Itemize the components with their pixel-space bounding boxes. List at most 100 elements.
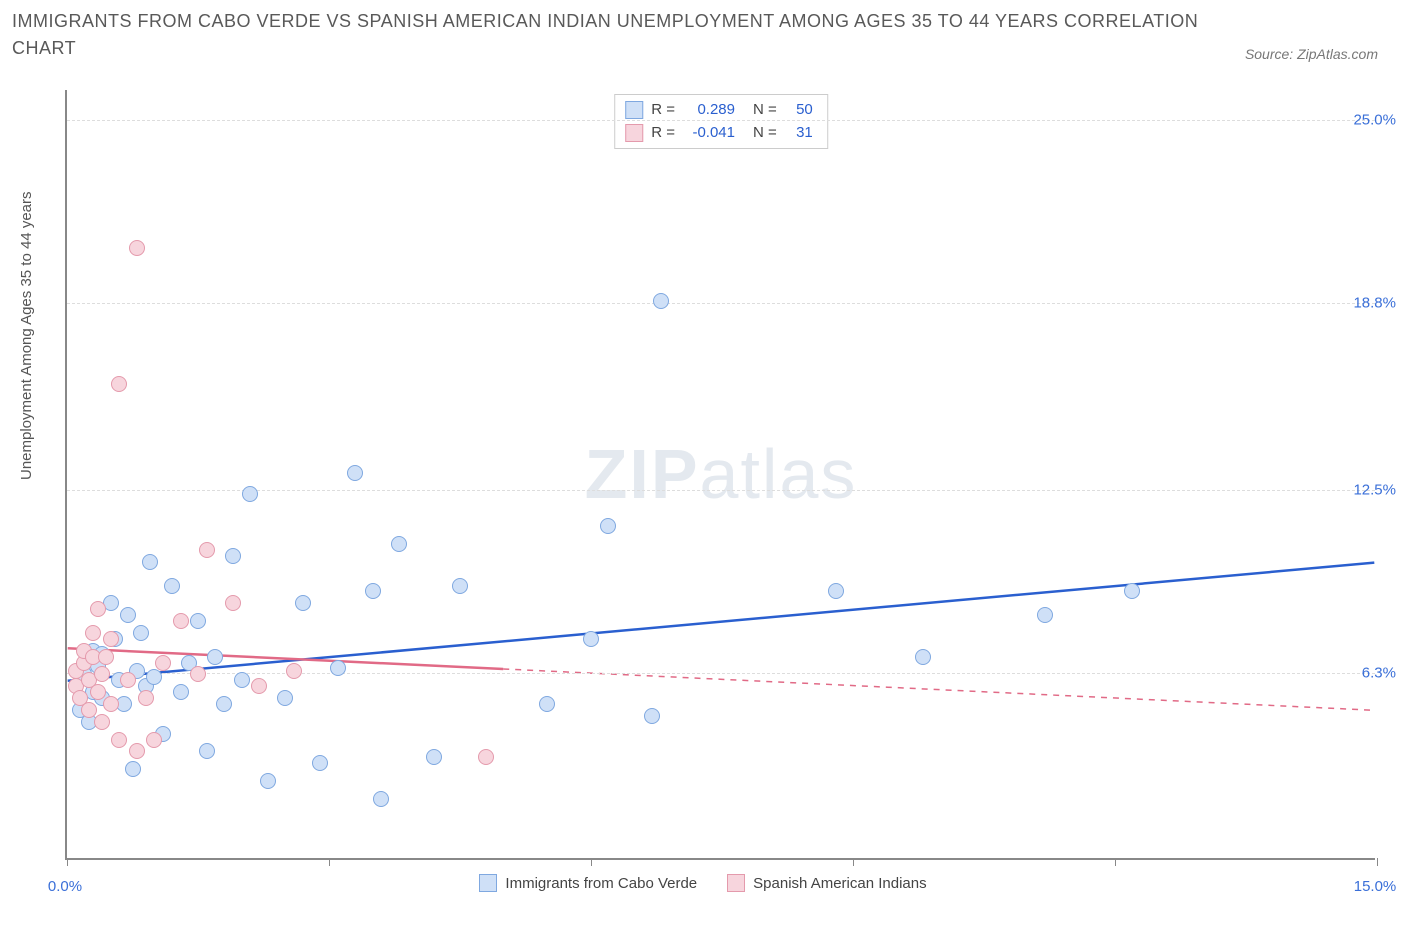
y-tick-label: 6.3% bbox=[1362, 665, 1396, 682]
data-point bbox=[644, 708, 660, 724]
data-point bbox=[295, 595, 311, 611]
legend-n-value-1: 50 bbox=[785, 99, 813, 122]
data-point bbox=[85, 625, 101, 641]
legend-row-series-2: R = -0.041 N = 31 bbox=[625, 122, 813, 145]
gridline-h bbox=[67, 673, 1375, 674]
legend-n-label-2: N = bbox=[753, 122, 777, 145]
data-point bbox=[251, 678, 267, 694]
data-point bbox=[225, 548, 241, 564]
data-point bbox=[207, 649, 223, 665]
data-point bbox=[164, 578, 180, 594]
data-point bbox=[125, 761, 141, 777]
data-point bbox=[225, 595, 241, 611]
data-point bbox=[373, 791, 389, 807]
data-point bbox=[120, 607, 136, 623]
data-point bbox=[277, 690, 293, 706]
legend-r-label-2: R = bbox=[651, 122, 675, 145]
data-point bbox=[98, 649, 114, 665]
legend-label: Immigrants from Cabo Verde bbox=[505, 875, 697, 892]
data-point bbox=[234, 672, 250, 688]
legend-r-value-1: 0.289 bbox=[683, 99, 735, 122]
data-point bbox=[146, 669, 162, 685]
data-point bbox=[199, 743, 215, 759]
legend-row-series-1: R = 0.289 N = 50 bbox=[625, 99, 813, 122]
data-point bbox=[312, 755, 328, 771]
data-point bbox=[173, 684, 189, 700]
x-tick bbox=[853, 858, 854, 866]
data-point bbox=[1037, 607, 1053, 623]
legend-item: Spanish American Indians bbox=[727, 874, 926, 892]
data-point bbox=[94, 666, 110, 682]
data-point bbox=[199, 542, 215, 558]
series-legend: Immigrants from Cabo Verde Spanish Americ… bbox=[0, 874, 1406, 892]
data-point bbox=[90, 684, 106, 700]
watermark-bold: ZIP bbox=[585, 435, 700, 513]
legend-label: Spanish American Indians bbox=[753, 875, 926, 892]
data-point bbox=[94, 714, 110, 730]
data-point bbox=[155, 655, 171, 671]
data-point bbox=[242, 486, 258, 502]
data-point bbox=[583, 631, 599, 647]
data-point bbox=[426, 749, 442, 765]
y-tick-label: 12.5% bbox=[1353, 481, 1396, 498]
x-tick bbox=[591, 858, 592, 866]
x-tick bbox=[1115, 858, 1116, 866]
data-point bbox=[190, 613, 206, 629]
data-point bbox=[600, 518, 616, 534]
legend-swatch-1 bbox=[625, 101, 643, 119]
x-tick-label: 0.0% bbox=[48, 878, 82, 895]
data-point bbox=[142, 554, 158, 570]
data-point bbox=[828, 583, 844, 599]
legend-n-value-2: 31 bbox=[785, 122, 813, 145]
correlation-legend: R = 0.289 N = 50 R = -0.041 N = 31 bbox=[614, 94, 828, 149]
data-point bbox=[365, 583, 381, 599]
data-point bbox=[330, 660, 346, 676]
legend-r-value-2: -0.041 bbox=[683, 122, 735, 145]
data-point bbox=[111, 376, 127, 392]
data-point bbox=[146, 732, 162, 748]
data-point bbox=[653, 293, 669, 309]
data-point bbox=[286, 663, 302, 679]
data-point bbox=[190, 666, 206, 682]
watermark: ZIPatlas bbox=[585, 434, 858, 514]
data-point bbox=[133, 625, 149, 641]
legend-n-label: N = bbox=[753, 99, 777, 122]
chart-title: IMMIGRANTS FROM CABO VERDE VS SPANISH AM… bbox=[12, 8, 1206, 62]
data-point bbox=[391, 536, 407, 552]
data-point bbox=[120, 672, 136, 688]
watermark-rest: atlas bbox=[700, 435, 858, 513]
legend-swatch bbox=[727, 874, 745, 892]
data-point bbox=[478, 749, 494, 765]
source-attribution: Source: ZipAtlas.com bbox=[1245, 46, 1378, 62]
data-point bbox=[539, 696, 555, 712]
legend-r-label: R = bbox=[651, 99, 675, 122]
data-point bbox=[1124, 583, 1140, 599]
gridline-h bbox=[67, 490, 1375, 491]
x-tick-label: 15.0% bbox=[1354, 878, 1397, 895]
plot-area: ZIPatlas R = 0.289 N = 50 R = -0.041 N =… bbox=[65, 90, 1375, 860]
gridline-h bbox=[67, 120, 1375, 121]
x-tick bbox=[329, 858, 330, 866]
trend-lines-layer bbox=[67, 90, 1375, 858]
legend-item: Immigrants from Cabo Verde bbox=[479, 874, 697, 892]
data-point bbox=[129, 240, 145, 256]
y-tick-label: 25.0% bbox=[1353, 111, 1396, 128]
y-tick-label: 18.8% bbox=[1353, 295, 1396, 312]
x-tick bbox=[67, 858, 68, 866]
data-point bbox=[138, 690, 154, 706]
gridline-h bbox=[67, 303, 1375, 304]
data-point bbox=[260, 773, 276, 789]
legend-swatch-2 bbox=[625, 124, 643, 142]
data-point bbox=[103, 631, 119, 647]
data-point bbox=[452, 578, 468, 594]
data-point bbox=[90, 601, 106, 617]
data-point bbox=[915, 649, 931, 665]
data-point bbox=[111, 732, 127, 748]
data-point bbox=[103, 696, 119, 712]
data-point bbox=[347, 465, 363, 481]
data-point bbox=[173, 613, 189, 629]
data-point bbox=[129, 743, 145, 759]
data-point bbox=[81, 702, 97, 718]
y-axis-label: Unemployment Among Ages 35 to 44 years bbox=[18, 191, 35, 480]
legend-swatch bbox=[479, 874, 497, 892]
